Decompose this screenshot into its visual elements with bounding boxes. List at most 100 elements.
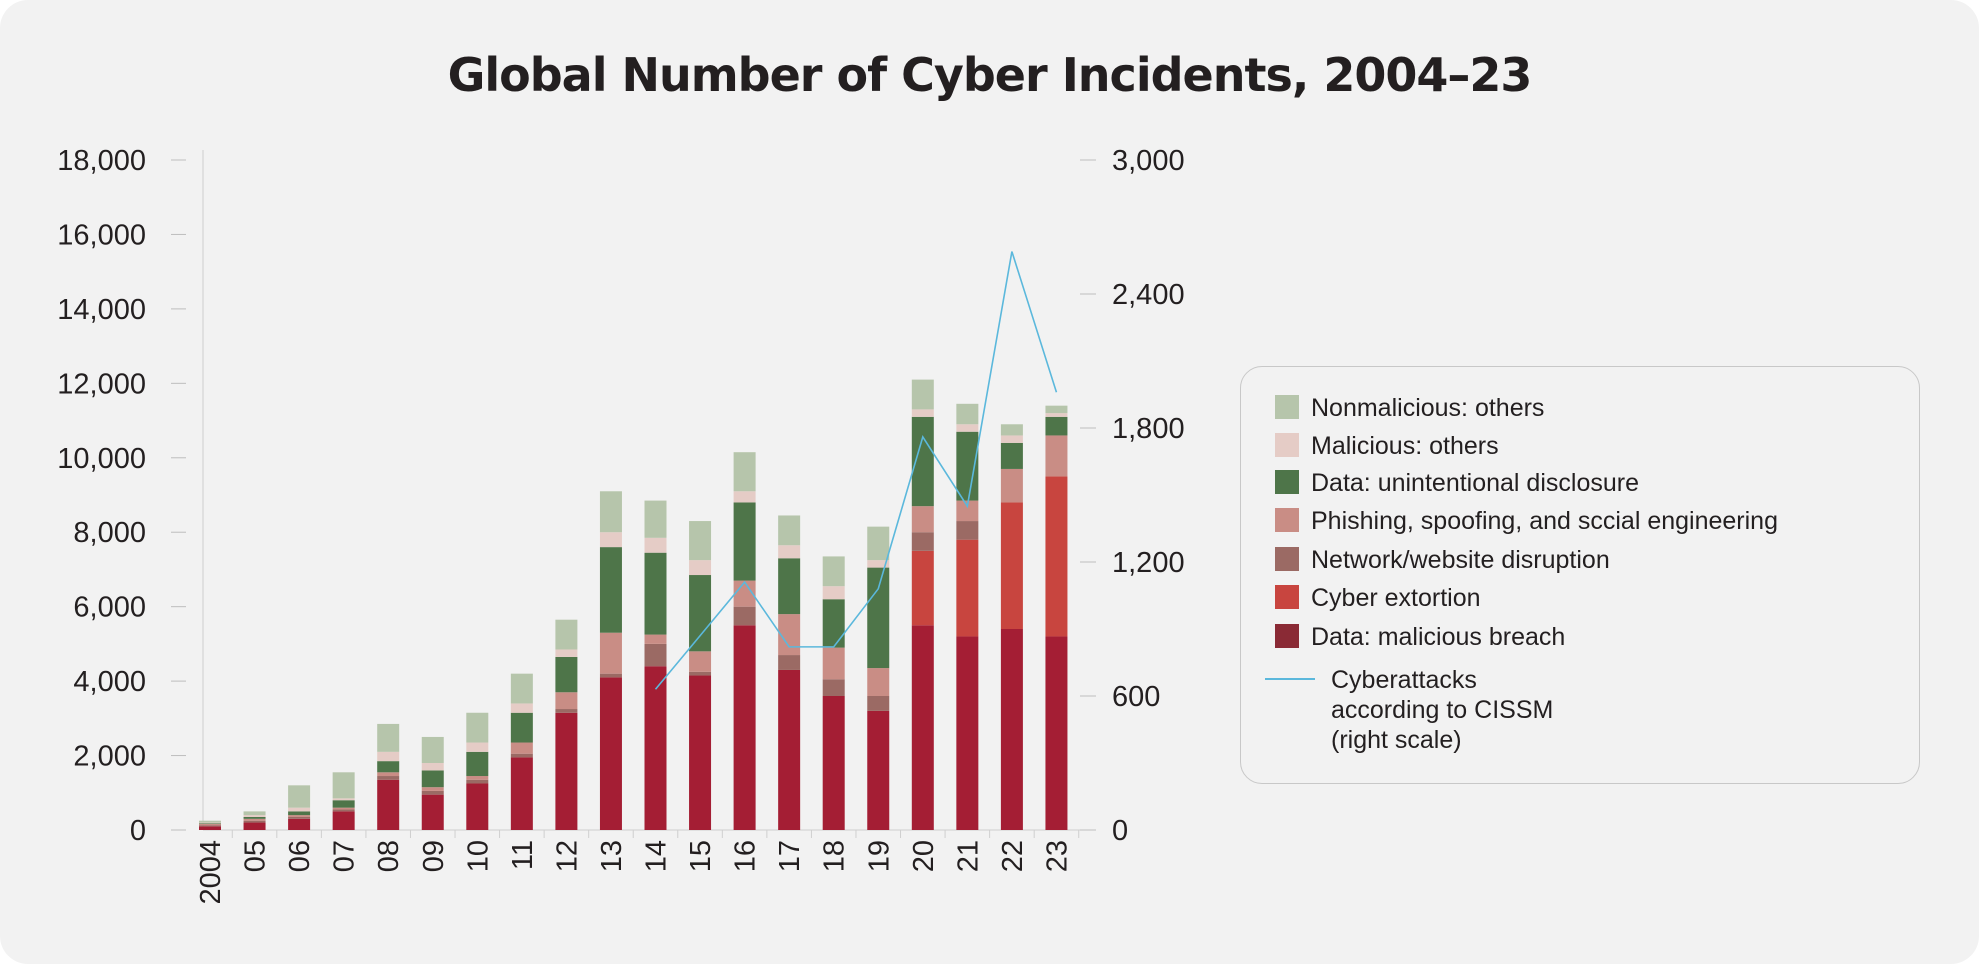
bar-segment-4 [555,656,578,693]
bar-segment-0 [956,636,979,830]
y-tick-label: 8,000 [73,517,146,549]
bar-segment-4 [956,431,979,501]
bar-segment-4 [510,712,533,743]
bar-segment-0 [911,625,934,830]
legend-item-cyber-extortion: Cyber extortion [1275,583,1481,613]
bar-segment-6 [421,736,444,763]
bar-segment-3 [689,651,712,672]
legend-swatch [1275,470,1299,494]
legend-label: Network/website disruption [1311,546,1610,574]
y2-tick-label: 3,000 [1112,145,1185,177]
legend-line-swatch [1265,678,1315,680]
y-tick-label: 6,000 [73,592,146,624]
bar-segment-3 [956,500,979,522]
bar-segment-5 [555,649,578,657]
bar-segment-0 [466,783,489,830]
y-tick-label: 12,000 [57,368,146,400]
bar-segment-2 [778,655,801,670]
bar-segment-3 [867,668,890,696]
x-tick-label: 15 [685,840,717,872]
y2-tick-label: 1,800 [1112,413,1185,445]
bar-segment-4 [377,761,400,773]
legend-item-data-unintentional-disclosure: Data: unintentional disclosure [1275,468,1639,498]
legend-swatch [1275,624,1299,648]
x-tick-label: 16 [730,840,762,872]
bar-segment-5 [466,742,489,752]
bar-segment-4 [1045,416,1068,436]
bar-segment-3 [466,776,489,780]
bar-segment-6 [288,785,311,808]
bar-segment-5 [599,532,622,548]
legend-line-label: Cyberattacks according to CISSM (right s… [1331,665,1631,755]
bar-segment-3 [510,742,533,754]
bar-segment-1 [1045,476,1068,637]
bar-segment-2 [867,696,890,711]
bar-segment-4 [644,552,667,635]
bar-segment-0 [1000,629,1023,830]
x-tick-label: 05 [240,840,272,872]
bar-segment-6 [956,403,979,425]
bar-segment-0 [243,822,266,830]
bar-segment-0 [1045,636,1068,830]
legend-line-label-3: (right scale) [1331,726,1462,754]
bar-segment-3 [1045,435,1068,477]
bar-segment-6 [332,772,355,799]
x-tick-label: 2004 [195,840,227,905]
x-tick-label: 12 [551,840,583,872]
bar-segment-0 [778,669,801,830]
x-tick-label: 18 [819,840,851,872]
x-tick-label: 10 [462,840,494,872]
bar-segment-2 [243,820,266,823]
legend-line-label-1: Cyberattacks [1331,666,1477,694]
bar-segment-5 [1000,435,1023,443]
y2-tick-label: 2,400 [1112,279,1185,311]
bar-segment-4 [288,811,311,816]
legend-item-data-malicious-breach: Data: malicious breach [1275,622,1565,652]
bar-segment-2 [555,709,578,713]
bar-segment-4 [243,816,266,819]
cyberattacks-line [654,251,1058,690]
y-tick-label: 14,000 [57,294,146,326]
bar-segment-2 [510,753,533,758]
legend-label: Phishing, spoofing, and sccial engineeri… [1311,507,1778,535]
bar-segment-6 [599,491,622,533]
bar-segment-2 [733,606,756,626]
bar-segment-0 [288,818,311,830]
y-tick-label: 10,000 [57,443,146,475]
y-tick-label: 16,000 [57,219,146,251]
bar-segment-2 [199,825,221,827]
bar-segment-0 [822,696,845,830]
bar-segment-0 [644,666,667,830]
legend-label: Data: malicious breach [1311,623,1566,651]
legend-item-network-disruption: Network/website disruption [1275,545,1610,575]
legend-label: Cyber extortion [1311,584,1481,612]
bar-segment-4 [778,558,801,615]
bar-segment-5 [1045,413,1068,417]
bar-segment-1 [956,539,979,637]
bar-segment-2 [466,779,489,784]
bar-segment-3 [555,692,578,710]
bar-segment-5 [332,798,355,801]
bar-segment-6 [555,619,578,650]
bar-segment-2 [288,816,311,819]
x-tick-label: 17 [774,840,806,872]
bar-segment-6 [911,379,934,410]
y-tick-label: 4,000 [73,666,146,698]
bar-segment-2 [421,790,444,795]
x-tick-label: 13 [596,840,628,872]
bar-segment-3 [421,787,444,791]
bar-segment-3 [911,506,934,533]
bar-segment-3 [1000,468,1023,503]
bar-segment-0 [867,710,890,830]
bar-segment-5 [689,560,712,576]
bar-segment-6 [867,526,890,561]
y2-tick-label: 600 [1112,681,1160,713]
legend-item-cyberattacks-line: Cyberattacks according to CISSM (right s… [1265,665,1631,755]
legend-swatch [1275,547,1299,571]
bar-segment-6 [199,820,221,823]
bar-segment-2 [956,521,979,540]
bar-segment-3 [199,824,221,826]
bar-segment-6 [243,811,266,816]
bar-segment-4 [466,751,489,777]
legend-item-phishing: Phishing, spoofing, and sccial engineeri… [1275,506,1778,536]
